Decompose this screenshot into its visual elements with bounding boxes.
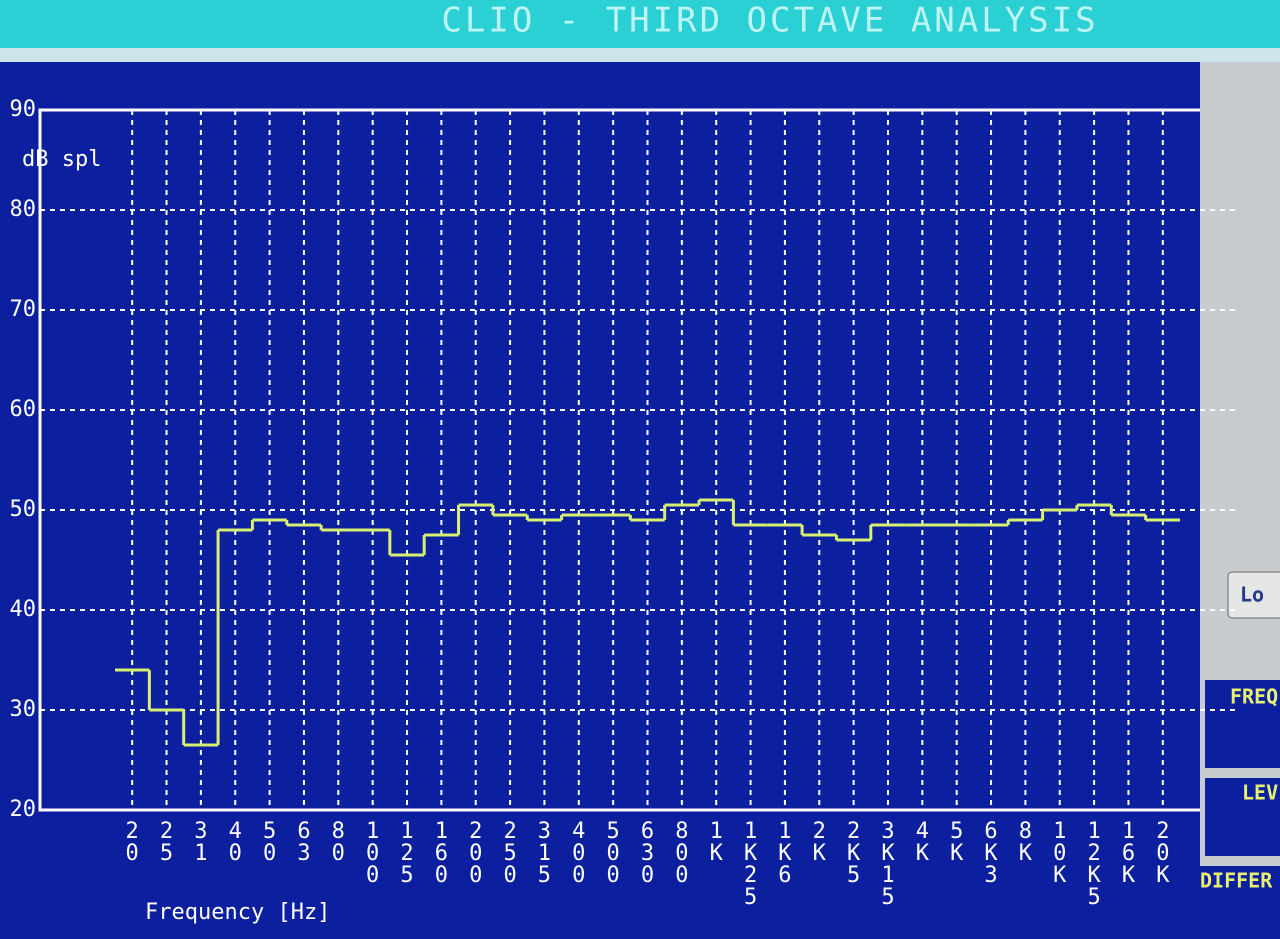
log-button-label[interactable]: Lo [1240, 583, 1264, 607]
panel-label: DIFFER [1200, 869, 1273, 893]
title-border [0, 48, 1280, 62]
y-tick-label: 40 [10, 597, 37, 622]
y-tick-label: 20 [10, 797, 37, 822]
panel-label: FREQ [1230, 685, 1278, 709]
log-button[interactable] [1227, 571, 1280, 619]
y-tick-label: 70 [10, 297, 37, 322]
window-title: CLIO - THIRD OCTAVE ANALYSIS [441, 1, 1098, 41]
freq-box [1205, 680, 1280, 768]
y-tick-label: 50 [10, 497, 37, 522]
y-tick-label: 90 [10, 97, 37, 122]
level-box [1205, 778, 1280, 856]
side-panel: Lo FREQ LEV DIFFER [1190, 62, 1280, 939]
y-tick-label: 30 [10, 697, 37, 722]
y-axis-label: dB spl [22, 147, 101, 172]
title-bar [0, 0, 1280, 48]
diff-box [1190, 866, 1280, 939]
y-tick-label: 80 [10, 197, 37, 222]
y-tick-label: 60 [10, 397, 37, 422]
x-axis-label: Frequency [Hz] [145, 900, 330, 925]
panel-label: LEV [1242, 781, 1278, 805]
